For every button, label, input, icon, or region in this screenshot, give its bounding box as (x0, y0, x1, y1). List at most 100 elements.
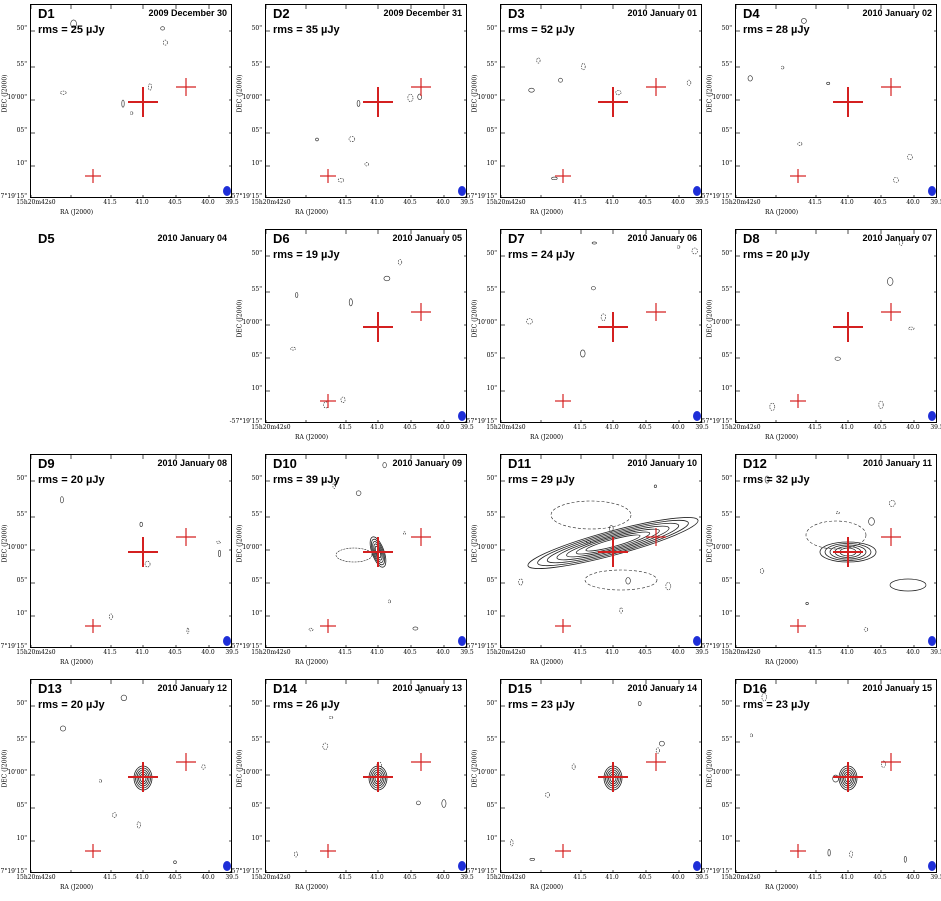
contour-line (805, 520, 867, 550)
x-tick-label: 41.5 (573, 874, 587, 881)
contour-svg (736, 230, 936, 422)
noise-contour (383, 275, 391, 282)
x-tick-label: 40.5 (168, 874, 182, 881)
y-tick-label: 10" (486, 610, 497, 617)
contour-svg (736, 455, 936, 647)
y-axis: 50" 55" 10'00" 05" 10" -57°19'15" DEC (J2000) (0, 679, 30, 875)
y-tick-label: 55" (486, 511, 497, 518)
x-tick-label: 39.5 (460, 424, 474, 431)
noise-contour (691, 247, 698, 255)
noise-contour (417, 93, 422, 100)
panel-rms: rms = 20 µJy (38, 474, 105, 486)
x-tick-label: 41.0 (135, 199, 149, 206)
y-tick-label: 10'00" (7, 544, 27, 551)
y-tick-label: 10'00" (712, 94, 732, 101)
x-tick-label: 40.5 (403, 424, 417, 431)
noise-contour (518, 578, 524, 586)
beam-ellipse (223, 861, 231, 871)
noise-contour (412, 626, 419, 631)
panel-id: D13 (38, 681, 62, 696)
noise-contour (887, 277, 894, 286)
x-axis-label: RA (J2000) (295, 659, 329, 666)
x-tick-label: 40.0 (436, 199, 450, 206)
x-tick-label: 39.5 (695, 424, 709, 431)
noise-contour (70, 19, 77, 28)
noise-contour (139, 521, 143, 527)
x-tick-label: 40.5 (873, 649, 887, 656)
x-tick-label: 41.0 (840, 874, 854, 881)
x-axis: 15h20m42s042.041.541.040.540.039.5RA (J2… (251, 649, 473, 675)
y-tick-label: 55" (16, 511, 27, 518)
x-tick-label: 40.0 (906, 199, 920, 206)
y-axis: 50" 55" 10'00" 05" 10" -57°19'15" DEC (J2000) (230, 679, 265, 875)
y-tick-label: -57°19'15" (699, 643, 732, 650)
y-tick-label: 50" (486, 700, 497, 707)
contour-map (735, 454, 937, 648)
panel-date: 2010 January 08 (157, 458, 227, 468)
noise-contour (880, 760, 886, 768)
x-tick-label: 40.5 (403, 874, 417, 881)
x-axis-label: RA (J2000) (295, 434, 329, 441)
panel-id: D16 (743, 681, 767, 696)
noise-contour (625, 577, 631, 585)
noise-contour (781, 65, 785, 70)
x-tick-label: 40.0 (436, 874, 450, 881)
x-tick-label: 15h20m42s0 (251, 874, 291, 881)
panel-d5: D5 2010 January 04 (0, 225, 235, 450)
y-tick-label: 10'00" (477, 769, 497, 776)
panel-date: 2010 January 09 (392, 458, 462, 468)
noise-contour (388, 599, 392, 604)
x-axis-label: RA (J2000) (765, 659, 799, 666)
noise-contour (558, 77, 563, 83)
beam-ellipse (693, 861, 701, 871)
y-tick-label: 50" (16, 700, 27, 707)
noise-contour (677, 245, 681, 250)
noise-contour (899, 239, 904, 246)
noise-contour (328, 716, 334, 719)
y-tick-label: 55" (16, 61, 27, 68)
noise-contour (805, 602, 809, 606)
x-tick-label: 40.0 (201, 649, 215, 656)
y-tick-label: -57°19'15" (0, 193, 27, 200)
y-tick-label: 50" (721, 250, 732, 257)
y-tick-label: 55" (16, 736, 27, 743)
x-tick-label: 41.5 (338, 199, 352, 206)
y-tick-label: 50" (486, 250, 497, 257)
panel-rms: rms = 19 µJy (273, 249, 340, 261)
noise-contour (355, 490, 362, 496)
x-tick-label: 40.0 (201, 199, 215, 206)
panel-id: D7 (508, 231, 525, 246)
y-tick-label: 05" (486, 352, 497, 359)
x-axis: 15h20m42s042.041.541.040.540.039.5RA (J2… (721, 199, 941, 225)
x-axis-label: RA (J2000) (530, 434, 564, 441)
contour-svg (501, 230, 701, 422)
noise-contour (600, 313, 606, 322)
y-tick-label: 10" (486, 385, 497, 392)
noise-contour (201, 764, 206, 770)
y-tick-label: 10'00" (7, 769, 27, 776)
x-tick-label: 41.0 (135, 649, 149, 656)
contour-map (735, 229, 937, 423)
x-axis: 15h20m42s042.041.541.040.540.039.5RA (J2… (251, 199, 473, 225)
contour-svg (501, 5, 701, 197)
x-tick-label: 40.0 (436, 649, 450, 656)
beam-ellipse (458, 636, 466, 646)
y-tick-label: 50" (16, 475, 27, 482)
x-tick-label: 40.0 (906, 649, 920, 656)
contour-svg (266, 455, 466, 647)
x-tick-label: 15h20m42s0 (16, 199, 56, 206)
x-axis: 15h20m42s042.041.541.040.540.039.5RA (J2… (251, 874, 473, 900)
x-tick-label: 15h20m42s0 (721, 649, 761, 656)
y-axis: 50" 55" 10'00" 05" 10" -57°19'15" DEC (J2000) (465, 454, 500, 650)
contour-map (265, 679, 467, 873)
y-tick-label: -57°19'15" (229, 193, 262, 200)
y-axis-label: DEC (J2000) (1, 524, 9, 563)
noise-contour (144, 560, 151, 568)
contour-map (265, 454, 467, 648)
y-tick-label: -57°19'15" (464, 868, 497, 875)
panel-date: 2010 January 02 (862, 8, 932, 18)
x-tick-label: 41.0 (840, 424, 854, 431)
y-axis: 50" 55" 10'00" 05" 10" -57°19'15" DEC (J2000) (230, 4, 265, 200)
x-tick-label: 39.5 (930, 874, 941, 881)
x-tick-label: 40.5 (403, 199, 417, 206)
